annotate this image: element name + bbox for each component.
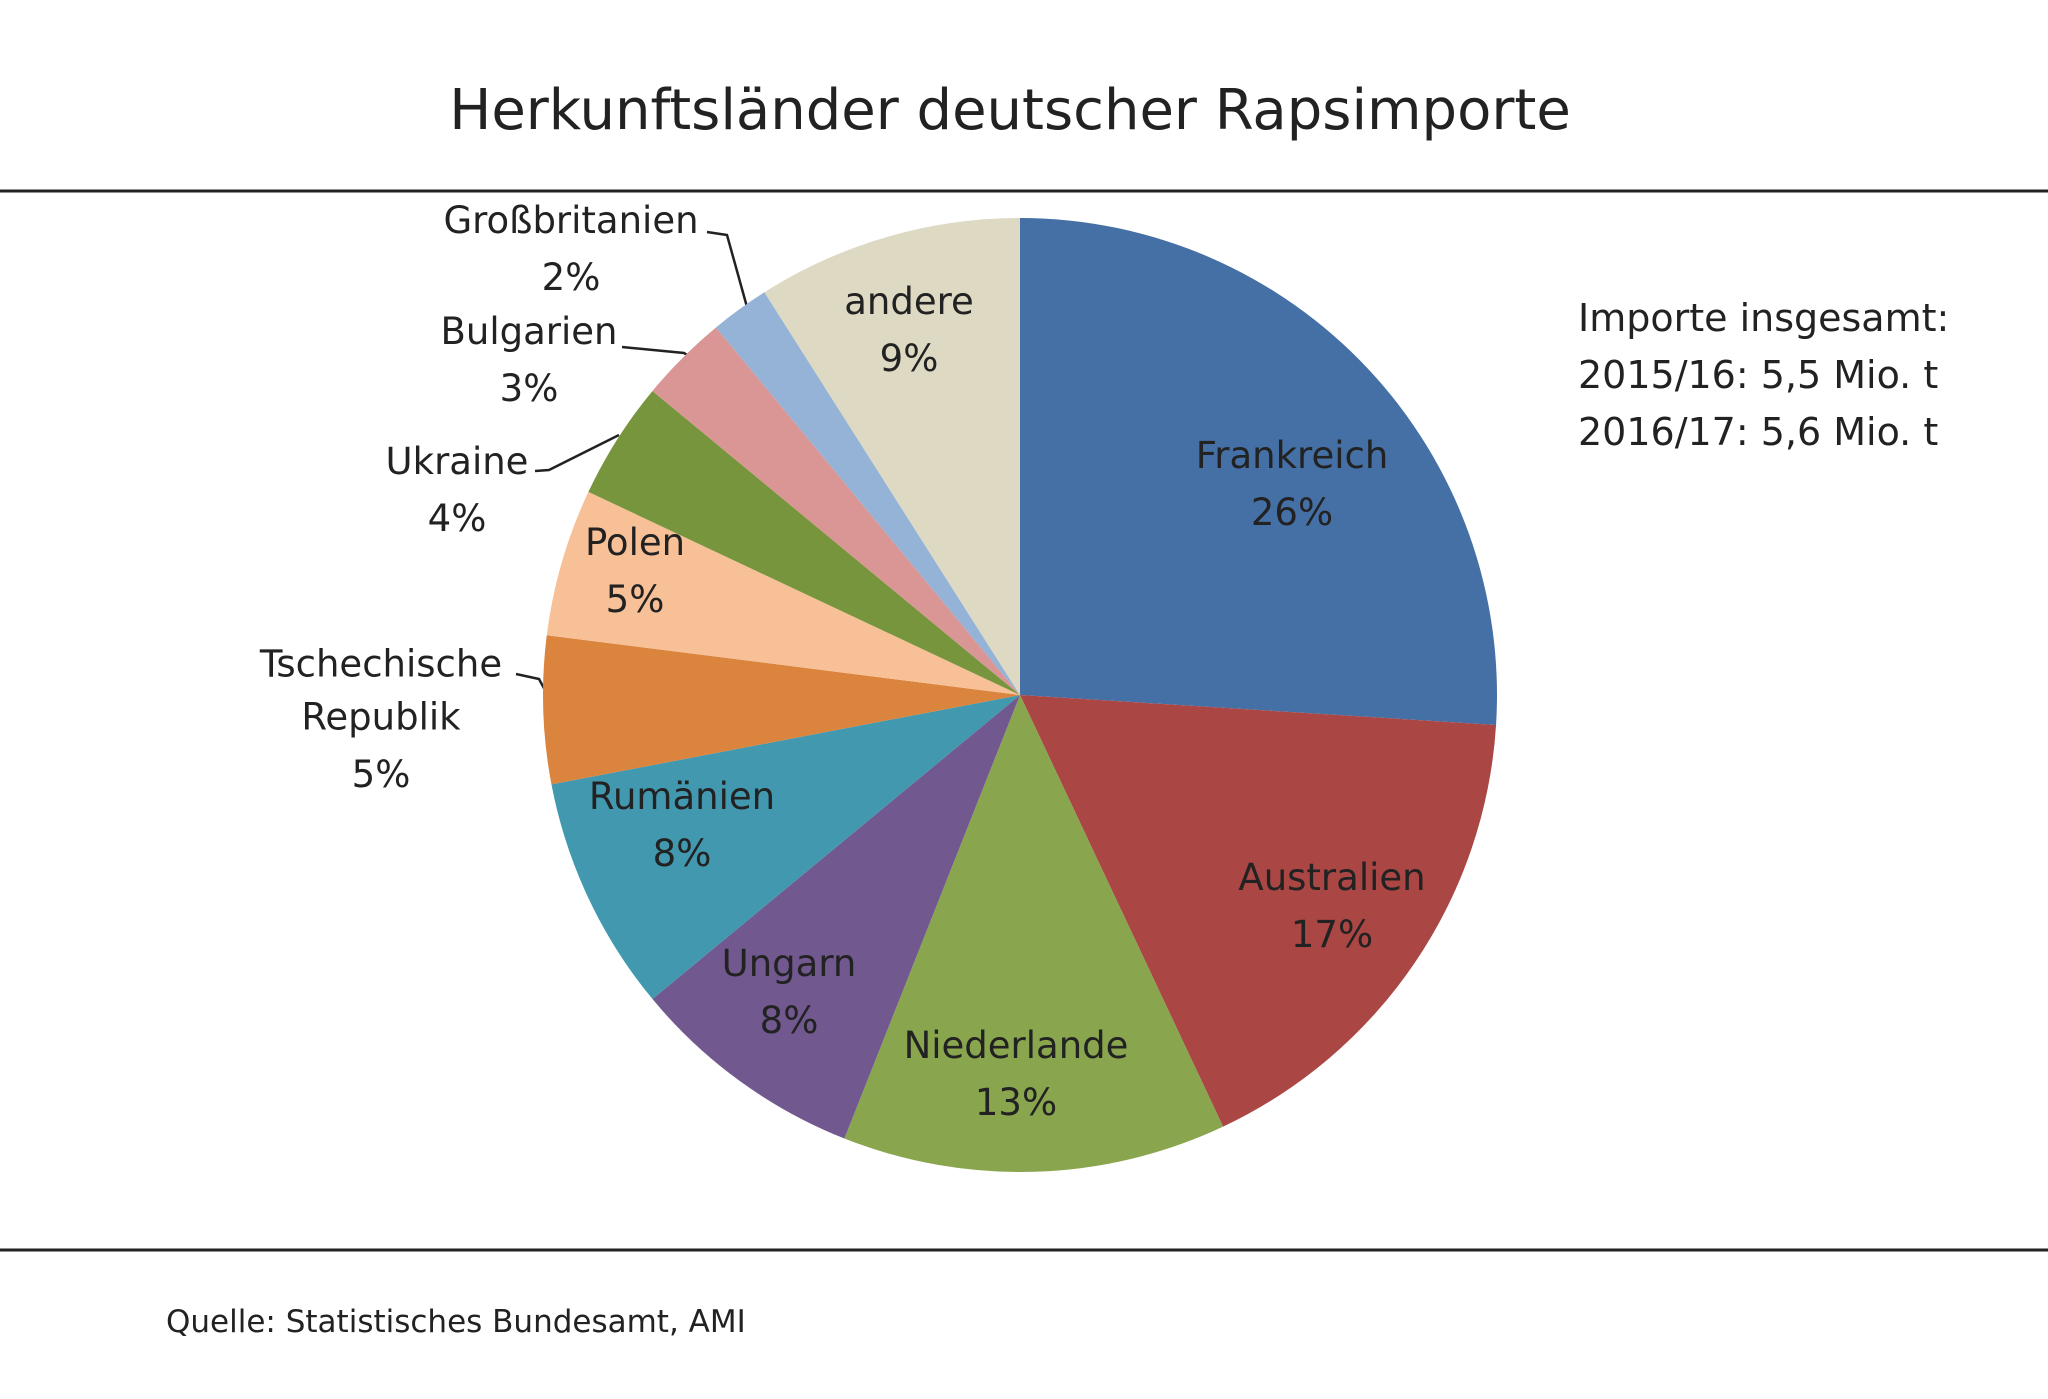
value-label: 4% (427, 497, 487, 541)
category-label: Polen (584, 521, 686, 565)
pie-slice (652, 327, 1020, 695)
pie-slice (588, 390, 1020, 695)
value-label: 26% (1250, 491, 1334, 535)
value-label: 13% (974, 1081, 1058, 1125)
value-label: 5% (605, 578, 665, 622)
chart-title: Herkunftsländer deutscher Rapsimporte (449, 78, 1571, 143)
category-label: Rumänien (588, 775, 776, 819)
category-label: Tschechische Republik (259, 641, 503, 739)
value-label: 2% (541, 256, 601, 300)
leader-line (706, 230, 749, 308)
pie-slice (844, 695, 1224, 1172)
leader-line (534, 433, 620, 473)
pie-slice (764, 218, 1020, 695)
annotation-line: 2015/16: 5,5 Mio. t (1578, 353, 1939, 397)
source: Quelle: Statistisches Bundesamt, AMI (166, 1304, 746, 1340)
value-label: 8% (652, 832, 712, 876)
pie-slice (546, 491, 1020, 695)
category-label: andere (844, 280, 974, 324)
category-label: Großbritanien (443, 199, 699, 243)
category-label: Frankreich (1195, 434, 1389, 478)
pie-slice (1020, 218, 1497, 725)
category-label: Australien (1238, 856, 1426, 900)
pie-slice (1020, 695, 1497, 1127)
pie-slice (551, 695, 1020, 1000)
annotation: Importe insgesamt: 2015/16: 5,5 Mio. t 2… (1578, 290, 1949, 461)
value-label: 5% (351, 753, 411, 797)
value-label: 3% (499, 367, 559, 411)
leader-line (515, 672, 548, 693)
pie-slice (715, 292, 1020, 695)
annotation-line: Importe insgesamt: (1578, 296, 1950, 340)
category-label: Bulgarien (440, 310, 618, 354)
category-label: Ungarn (721, 942, 857, 986)
category-label: Ukraine (385, 440, 529, 484)
annotation-line: 2016/17: 5,6 Mio. t (1578, 410, 1939, 454)
category-label: Niederlande (903, 1024, 1129, 1068)
pie-slice (652, 695, 1020, 1139)
value-label: 8% (759, 999, 819, 1043)
pie-slice (543, 635, 1020, 785)
value-label: 9% (879, 337, 939, 381)
value-label: 17% (1290, 913, 1374, 957)
